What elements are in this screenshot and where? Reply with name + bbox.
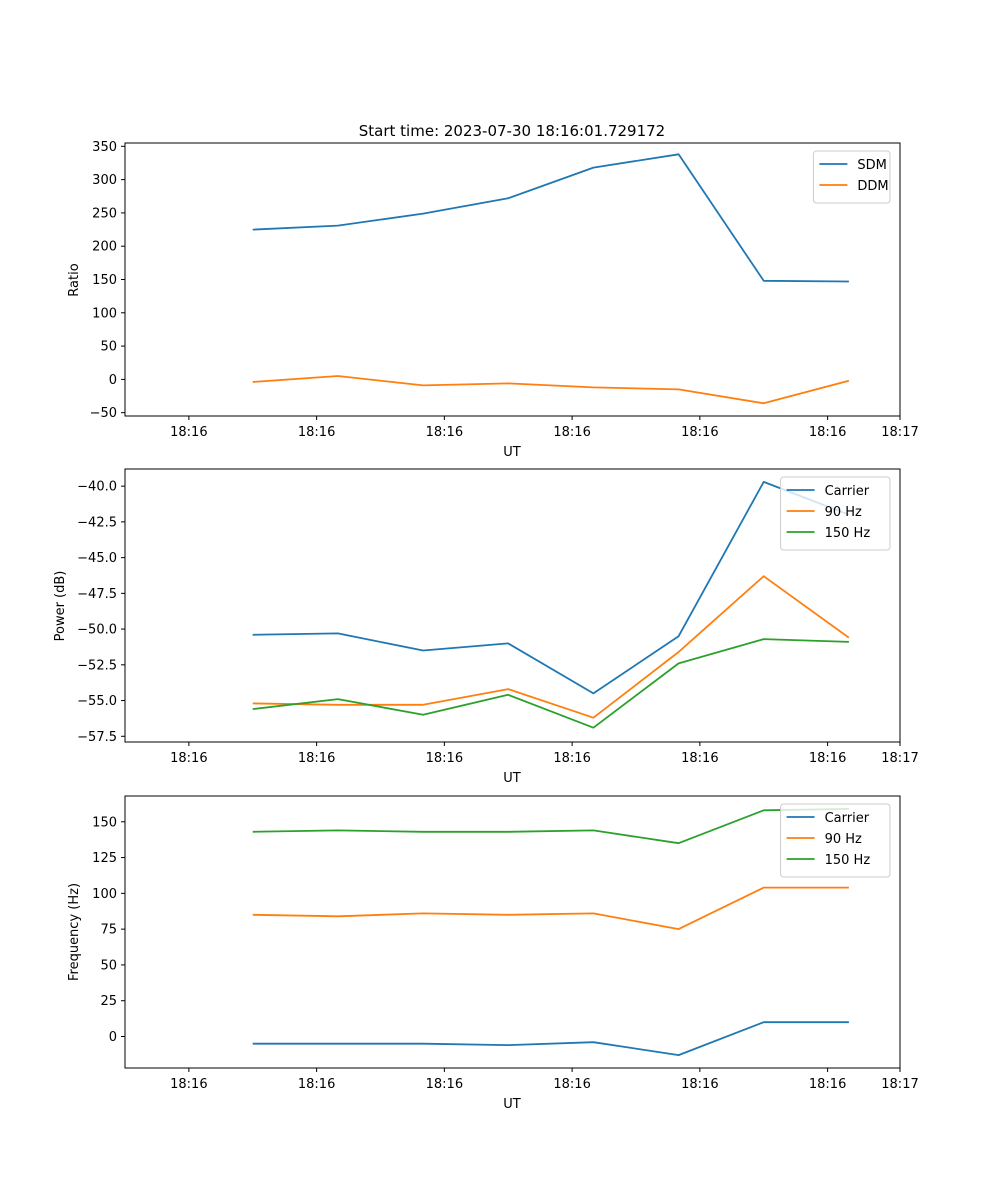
x-tick-label: 18:16 — [170, 425, 207, 440]
y-tick-label: 100 — [92, 887, 117, 902]
panel-ratio: Start time: 2023-07-30 18:16:01.729172 1… — [67, 122, 919, 460]
y-axis-label: Ratio — [67, 263, 82, 296]
series-line-90-hz — [252, 575, 850, 719]
series-line-sdm — [252, 153, 849, 283]
legend-label: 150 Hz — [825, 853, 871, 868]
y-tick-label: 50 — [100, 340, 117, 355]
y-tick-label: 150 — [92, 815, 117, 830]
y-tick-label: −40.0 — [77, 480, 117, 495]
x-tick-label: 18:16 — [681, 425, 718, 440]
x-tick-label: 18:16 — [426, 1077, 463, 1092]
y-tick-label: 250 — [92, 206, 117, 221]
panel-title: Start time: 2023-07-30 18:16:01.729172 — [359, 122, 665, 140]
x-tick-label: 18:16 — [426, 751, 463, 766]
x-axis-label: UT — [503, 771, 521, 786]
axes-frame — [124, 142, 901, 417]
legend-label: 90 Hz — [825, 832, 862, 847]
y-tick-label: 150 — [92, 273, 117, 288]
series-line-150-hz — [252, 638, 849, 729]
y-tick-label: −45.0 — [77, 551, 117, 566]
y-tick-label: −52.5 — [77, 658, 117, 673]
x-tick-label: 18:16 — [426, 425, 463, 440]
y-axis-label: Frequency (Hz) — [67, 883, 82, 981]
plot-area: 18:16 18:16 18:16 18:16 18:16 18:16 18:17 −57.5… — [77, 468, 919, 766]
x-tick-label: 18:16 — [170, 751, 207, 766]
series-line-90-hz — [252, 886, 849, 931]
x-tick-label: 18:16 — [681, 751, 718, 766]
series-line-ddm — [252, 375, 850, 405]
y-tick-label: −57.5 — [77, 730, 117, 745]
y-tick-label: −42.5 — [77, 515, 117, 530]
series-line-carrier — [252, 1021, 849, 1057]
x-tick-label: 18:17 — [881, 425, 918, 440]
y-axis-label: Power (dB) — [53, 571, 68, 642]
x-tick-label: 18:16 — [681, 1077, 718, 1092]
x-tick-label: 18:16 — [170, 1077, 207, 1092]
y-tick-label: −55.0 — [77, 694, 117, 709]
legend: SDM DDM — [812, 150, 891, 204]
x-tick-label: 18:16 — [809, 1077, 846, 1092]
x-tick-label: 18:16 — [809, 751, 846, 766]
y-tick-label: 25 — [100, 994, 117, 1009]
legend-label: SDM — [857, 158, 886, 173]
legend-label: Carrier — [825, 484, 870, 499]
panel-frequency: 18:16 18:16 18:16 18:16 18:16 18:16 18:17 0 25 50… — [67, 795, 919, 1112]
plot-area: 18:16 18:16 18:16 18:16 18:16 18:16 18:17 −50 0 5… — [90, 140, 919, 440]
x-axis-label: UT — [503, 1097, 521, 1112]
y-tick-label: 0 — [109, 373, 117, 388]
x-tick-label: 18:16 — [553, 751, 590, 766]
x-tick-label: 18:16 — [809, 425, 846, 440]
x-tick-label: 18:16 — [553, 425, 590, 440]
y-tick-label: −50.0 — [77, 623, 117, 638]
y-tick-label: −47.5 — [77, 587, 117, 602]
x-tick-label: 18:16 — [298, 425, 335, 440]
y-tick-label: 0 — [109, 1030, 117, 1045]
x-axis-label: UT — [503, 445, 521, 460]
x-tick-label: 18:16 — [298, 1077, 335, 1092]
legend-label: DDM — [857, 179, 888, 194]
plot-area: 18:16 18:16 18:16 18:16 18:16 18:16 18:17 0 25 50… — [92, 795, 919, 1092]
legend: Carrier 90 Hz 150 Hz — [780, 803, 891, 878]
y-tick-label: 50 — [100, 958, 117, 973]
series-line-150-hz — [252, 808, 849, 845]
legend-label: 90 Hz — [825, 505, 862, 520]
y-tick-label: 200 — [92, 240, 117, 255]
legend-label: 150 Hz — [825, 526, 871, 541]
y-tick-label: 350 — [92, 140, 117, 155]
series-line-carrier — [252, 480, 850, 695]
y-tick-label: 100 — [92, 306, 117, 321]
x-tick-label: 18:16 — [298, 751, 335, 766]
y-tick-label: −50 — [90, 406, 117, 421]
y-tick-label: 300 — [92, 173, 117, 188]
y-tick-label: 75 — [100, 923, 117, 938]
x-tick-label: 18:16 — [553, 1077, 590, 1092]
panel-power: 18:16 18:16 18:16 18:16 18:16 18:16 18:17 −57.5… — [53, 468, 919, 786]
legend-label: Carrier — [825, 811, 870, 826]
y-tick-label: 125 — [92, 851, 117, 866]
x-tick-label: 18:17 — [881, 751, 918, 766]
x-tick-label: 18:17 — [881, 1077, 918, 1092]
axes-frame — [124, 795, 901, 1069]
legend: Carrier 90 Hz 150 Hz — [780, 476, 891, 551]
axes-frame — [124, 468, 901, 743]
